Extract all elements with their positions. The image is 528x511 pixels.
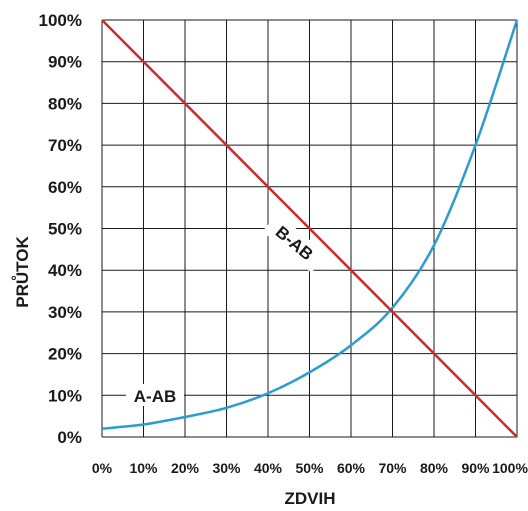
y-axis-label: PRŮTOK	[12, 236, 32, 308]
y-tick-label: 60%	[48, 178, 82, 197]
series-lines	[101, 19, 519, 438]
y-tick-label: 0%	[57, 428, 82, 447]
y-axis-ticks: 0% 10% 20% 30% 40% 50% 60% 70% 80% 90% 100%	[39, 11, 82, 447]
x-axis-label: ZDVIH	[285, 489, 336, 508]
x-tick-label: 90%	[461, 460, 490, 476]
x-tick-label: 0%	[92, 460, 113, 476]
y-tick-label: 40%	[48, 261, 82, 280]
y-tick-label: 50%	[48, 220, 82, 239]
y-tick-label: 10%	[48, 386, 82, 405]
y-tick-label: 20%	[48, 345, 82, 364]
grid	[101, 19, 518, 438]
x-tick-label: 10%	[129, 460, 158, 476]
x-tick-label: 60%	[337, 460, 366, 476]
x-tick-label: 40%	[254, 460, 283, 476]
series-label-b-ab-group: B-AB	[262, 213, 327, 273]
series-label-b-ab-background	[262, 213, 327, 273]
series-line-b-ab	[101, 19, 518, 438]
y-tick-label: 70%	[48, 136, 82, 155]
y-tick-label: 90%	[48, 53, 82, 72]
series-label-a-ab: A-AB	[134, 387, 177, 406]
x-tick-label: 20%	[171, 460, 200, 476]
x-tick-label: 30%	[212, 460, 241, 476]
y-tick-label: 80%	[48, 94, 82, 113]
y-tick-label: 100%	[39, 11, 82, 30]
x-tick-label: 70%	[378, 460, 407, 476]
x-tick-label: 50%	[295, 460, 324, 476]
x-tick-label: 80%	[420, 460, 449, 476]
x-axis-ticks: 0% 10% 20% 30% 40% 50% 60% 70% 80% 90% 100%	[92, 460, 528, 476]
series-label-a-ab-background	[126, 384, 184, 406]
x-tick-label: 100%	[492, 460, 528, 476]
y-tick-label: 30%	[48, 303, 82, 322]
series-line-a-ab	[101, 19, 519, 430]
